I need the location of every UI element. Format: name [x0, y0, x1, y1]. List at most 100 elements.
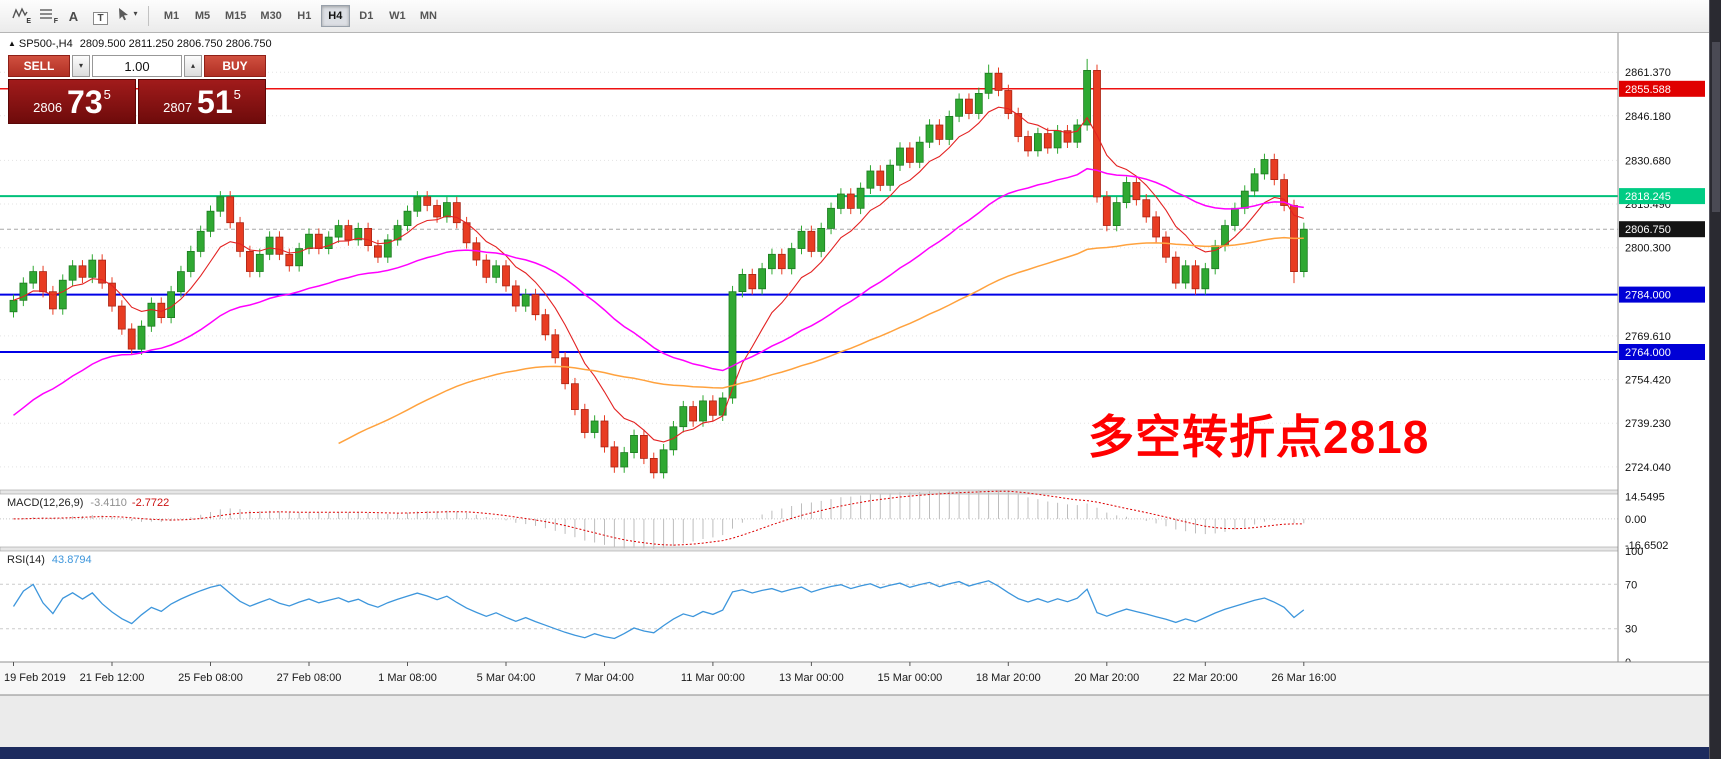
time-tick-label: 13 Mar 00:00	[779, 672, 844, 684]
axis-tick-label: 2830.680	[1625, 155, 1671, 167]
vertical-scrollbar[interactable]	[1709, 0, 1721, 759]
time-tick-label: 21 Feb 12:00	[80, 672, 145, 684]
timeframe-m30[interactable]: M30	[254, 5, 287, 27]
bid-ask-display: 2806 73 5 2807 51 5	[8, 79, 266, 124]
price-axis[interactable]: 2861.3702846.1802830.6802815.4902800.300…	[1617, 33, 1709, 695]
timeframe-h1[interactable]: H1	[290, 5, 319, 27]
time-tick-label: 1 Mar 08:00	[378, 672, 437, 684]
symbol-marker-icon: ▲	[8, 39, 16, 48]
buy-price-prefix: 2807	[163, 100, 193, 115]
axis-tick-label: 2754.420	[1625, 375, 1671, 387]
toolbar: E F A T ▾ M1 M5 M15 M30 H1 H4 D1 W1 MN	[0, 0, 1721, 33]
ohlc-values: 2809.500 2811.250 2806.750 2806.750	[79, 38, 272, 50]
axis-tick-label: 30	[1625, 624, 1637, 636]
rsi-name: RSI(14)	[7, 554, 45, 566]
axis-tick-label: -16.6502	[1625, 540, 1668, 552]
time-tick-label: 22 Mar 20:00	[1173, 672, 1238, 684]
cursor-objects-dropdown-icon[interactable]: ▾	[114, 1, 141, 26]
time-tick-label: 25 Feb 08:00	[178, 672, 243, 684]
timeframe-d1[interactable]: D1	[352, 5, 381, 27]
sell-price-prefix: 2806	[33, 100, 63, 115]
buy-button[interactable]: BUY	[204, 55, 266, 77]
axis-tick-label: 2800.300	[1625, 243, 1671, 255]
timeframe-m5[interactable]: M5	[188, 5, 217, 27]
time-tick-label: 27 Feb 08:00	[277, 672, 342, 684]
buy-price-display[interactable]: 2807 51 5	[138, 79, 266, 124]
timeframe-mn[interactable]: MN	[414, 5, 443, 27]
workspace-background	[0, 695, 1721, 747]
price-badge-label: 2784.000	[1625, 290, 1671, 302]
text-label-a-icon[interactable]: A	[60, 4, 87, 29]
chart-annotation-text: 多空转折点2818	[1088, 411, 1430, 463]
toolbar-separator	[148, 6, 149, 26]
price-badge-label: 2806.750	[1625, 224, 1671, 236]
rsi-value: 43.8794	[51, 554, 92, 566]
volume-input[interactable]	[92, 55, 182, 77]
axis-tick-label: 2861.370	[1625, 67, 1671, 79]
ma-slow-orange	[338, 236, 1304, 445]
rsi-line	[12, 580, 1305, 640]
axis-tick-label: 70	[1625, 579, 1637, 591]
axis-tick-label: 2739.230	[1625, 418, 1671, 430]
sell-price-pip: 5	[103, 87, 111, 102]
moving-averages	[13, 106, 1304, 445]
chart-symbol-header: ▲ SP500-,H4 2809.500 2811.250 2806.750 280…	[8, 38, 272, 50]
time-tick-label: 19 Feb 2019	[4, 672, 66, 684]
macd-main-value: -3.4110	[90, 497, 127, 509]
horizontal-level-lines[interactable]	[0, 88, 1618, 353]
axis-tick-label: 14.5495	[1625, 491, 1665, 503]
one-click-trading-panel: SELL ▾ ▴ BUY 2806 73 5 2807 51 5	[8, 55, 266, 124]
timeframe-m15[interactable]: M15	[219, 5, 252, 27]
panel-separator[interactable]	[0, 489, 1721, 495]
text-tool-t-icon[interactable]: T	[87, 6, 114, 31]
buy-price-pip: 5	[233, 87, 241, 102]
time-tick-label: 11 Mar 00:00	[681, 672, 745, 684]
axis-tick-label: 2724.040	[1625, 462, 1671, 474]
toolbar-icons: E F A T ▾	[6, 1, 141, 31]
time-tick-label: 18 Mar 20:00	[976, 672, 1041, 684]
trade-controls-row: SELL ▾ ▴ BUY	[8, 55, 266, 77]
macd-signal-value: -2.7722	[131, 497, 170, 509]
volume-decrease-icon[interactable]: ▾	[72, 55, 90, 77]
time-tick-label: 26 Mar 16:00	[1271, 672, 1336, 684]
timeframe-buttons: M1 M5 M15 M30 H1 H4 D1 W1 MN	[156, 5, 444, 27]
scrollbar-thumb[interactable]	[1712, 42, 1720, 212]
time-tick-label: 15 Mar 00:00	[877, 672, 942, 684]
axis-tick-label: 0.00	[1625, 514, 1646, 526]
rsi-indicator	[0, 580, 1618, 640]
price-badge	[1619, 286, 1705, 303]
sell-price-display[interactable]: 2806 73 5	[8, 79, 136, 124]
chart-window: 2861.370 2846.180 2830.680 2815.490 2800.300…	[0, 33, 1721, 759]
symbol-timeframe-label: SP500-,H4	[18, 38, 73, 50]
macd-signal-line	[13, 490, 1304, 546]
ma-mid-magenta	[13, 167, 1304, 416]
indicator-f-icon[interactable]: F	[33, 1, 60, 26]
axis-tick-label: 2846.180	[1625, 111, 1671, 123]
sell-button[interactable]: SELL	[8, 55, 70, 77]
price-badge	[1619, 221, 1705, 238]
price-badge	[1619, 80, 1705, 97]
indicator-e-icon[interactable]: E	[6, 1, 33, 26]
macd-indicator	[0, 489, 1618, 549]
macd-name: MACD(12,26,9)	[7, 497, 84, 509]
time-tick-label: 20 Mar 20:00	[1074, 672, 1139, 684]
axis-tick-label: 2769.610	[1625, 331, 1671, 343]
time-axis[interactable]: 19 Feb 2019 21 Feb 12:00 25 Feb 08:00 27 Fe…	[0, 661, 1721, 695]
chart-canvas[interactable]: 2861.3702846.1802830.6802815.4902800.300…	[0, 33, 1721, 759]
price-badge	[1619, 344, 1705, 360]
timeframe-h4[interactable]: H4	[320, 5, 350, 27]
macd-label: MACD(12,26,9) -3.4110 -2.7722	[7, 497, 169, 509]
panel-separator[interactable]	[0, 546, 1721, 552]
price-badge-label: 2764.000	[1625, 347, 1671, 359]
price-badge-label: 2855.588	[1625, 84, 1671, 96]
timeframe-w1[interactable]: W1	[383, 5, 412, 27]
time-tick-label: 5 Mar 04:00	[477, 672, 536, 684]
volume-increase-icon[interactable]: ▴	[184, 55, 202, 77]
timeframe-m1[interactable]: M1	[157, 5, 186, 27]
bottom-bar	[0, 747, 1721, 759]
price-badge	[1619, 188, 1705, 205]
price-gridlines	[0, 71, 1618, 468]
ma-fast-red	[13, 106, 1304, 443]
axis-tick-label: 100	[1625, 546, 1643, 558]
rsi-label: RSI(14) 43.8794	[7, 554, 92, 566]
